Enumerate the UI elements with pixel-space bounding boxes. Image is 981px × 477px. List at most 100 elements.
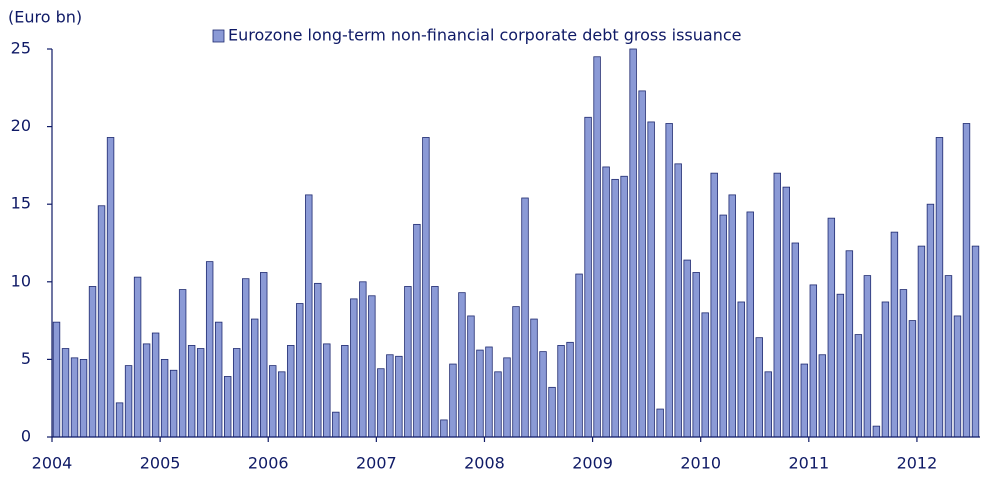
x-tick-label: 2012 — [897, 454, 938, 473]
bar — [467, 315, 475, 438]
bar — [350, 298, 358, 438]
y-axis-label: (Euro bn) — [8, 8, 82, 27]
bar — [602, 166, 610, 438]
bar — [890, 231, 899, 438]
bar — [169, 369, 178, 438]
bar — [674, 163, 682, 438]
bar — [539, 351, 547, 438]
bar — [575, 273, 583, 438]
x-tick-label: 2011 — [788, 454, 829, 473]
bar — [287, 345, 295, 438]
bar — [593, 56, 601, 438]
bar — [908, 320, 917, 438]
bar — [485, 346, 493, 438]
bar — [314, 282, 322, 438]
bar — [863, 275, 872, 438]
bar — [151, 332, 160, 438]
bar — [737, 301, 745, 438]
bar — [953, 315, 962, 438]
bar — [133, 276, 142, 438]
bar — [251, 318, 259, 438]
bar — [701, 312, 709, 438]
bar — [323, 343, 331, 438]
bar — [476, 349, 484, 438]
bar — [242, 278, 250, 438]
bar — [548, 386, 556, 438]
bar — [728, 194, 736, 438]
bar — [836, 293, 845, 438]
bar — [773, 172, 781, 438]
bar — [935, 137, 944, 438]
x-tick-label: 2008 — [464, 454, 505, 473]
y-tick-label: 15 — [11, 194, 31, 213]
bar — [386, 354, 394, 438]
bar — [214, 321, 223, 438]
bar — [584, 116, 592, 438]
bar — [566, 341, 574, 438]
x-tick-label: 2005 — [140, 454, 181, 473]
x-tick-label: 2009 — [572, 454, 613, 473]
x-tick-label: 2010 — [680, 454, 721, 473]
bar — [449, 363, 457, 438]
y-tick-label: 5 — [21, 349, 31, 368]
bar — [638, 90, 646, 438]
legend-swatch — [212, 29, 225, 43]
y-tick-label: 10 — [11, 271, 31, 290]
bar — [665, 123, 673, 438]
bar — [719, 214, 727, 438]
bar — [124, 365, 133, 438]
bar — [647, 121, 655, 438]
bar — [818, 354, 827, 438]
bar — [944, 275, 953, 438]
bar — [332, 411, 340, 438]
bar — [494, 371, 502, 438]
legend-label: Eurozone long-term non-financial corpora… — [228, 26, 741, 45]
bar — [683, 259, 691, 438]
bar — [755, 337, 763, 438]
y-tick-label: 20 — [11, 116, 31, 135]
bar — [377, 368, 385, 438]
bar — [746, 211, 754, 438]
bar — [521, 197, 529, 438]
bar — [620, 175, 628, 438]
y-tick-label: 0 — [21, 427, 31, 446]
bar — [368, 295, 376, 438]
bar — [512, 306, 520, 438]
bar — [629, 48, 637, 438]
bar — [791, 242, 800, 438]
bar — [70, 357, 79, 438]
bar — [232, 348, 241, 438]
bar — [971, 245, 980, 438]
bar — [260, 272, 268, 438]
bar — [503, 357, 511, 438]
bar — [269, 365, 277, 438]
bar — [458, 292, 466, 438]
bar — [422, 137, 430, 438]
bar — [782, 186, 790, 438]
bar — [872, 425, 881, 438]
bar — [431, 286, 439, 438]
bar — [187, 345, 196, 438]
bar — [88, 286, 97, 438]
bar — [656, 408, 664, 438]
bar — [962, 123, 971, 438]
bar — [205, 261, 214, 438]
bar — [764, 371, 772, 438]
bar — [115, 402, 124, 438]
bar — [359, 281, 367, 438]
bar — [160, 358, 169, 438]
bar — [61, 348, 70, 438]
bar — [296, 303, 304, 438]
bar — [440, 419, 448, 438]
bar — [178, 289, 187, 438]
bar — [305, 194, 313, 438]
x-tick-label: 2007 — [356, 454, 397, 473]
bar — [809, 284, 818, 438]
bar — [530, 318, 538, 438]
bar — [557, 345, 565, 438]
bar — [899, 289, 908, 438]
bar — [223, 376, 232, 438]
bar — [917, 245, 926, 438]
bar — [395, 355, 403, 438]
